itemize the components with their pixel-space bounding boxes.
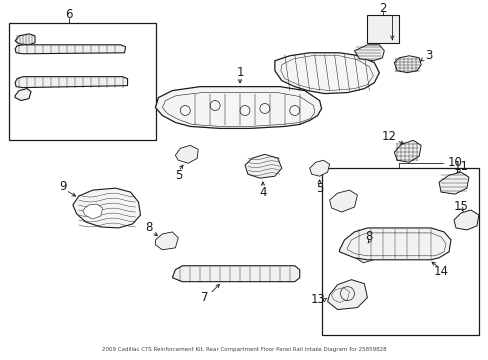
Text: 12: 12	[381, 130, 396, 143]
Polygon shape	[393, 140, 420, 162]
Polygon shape	[244, 154, 281, 178]
Polygon shape	[339, 228, 450, 260]
Text: 8: 8	[144, 221, 152, 234]
Polygon shape	[172, 266, 299, 282]
Polygon shape	[309, 160, 329, 176]
Polygon shape	[15, 89, 31, 100]
Polygon shape	[155, 87, 321, 129]
Text: 2009 Cadillac CTS Reinforcement Kit, Rear Compartment Floor Panel Rail Intake Di: 2009 Cadillac CTS Reinforcement Kit, Rea…	[102, 347, 386, 352]
Polygon shape	[73, 188, 140, 228]
Text: 6: 6	[65, 9, 72, 22]
Text: 1: 1	[236, 66, 244, 79]
Polygon shape	[274, 53, 379, 94]
Bar	[366, 15, 398, 43]
Polygon shape	[329, 190, 357, 212]
Polygon shape	[175, 145, 198, 163]
Text: 10: 10	[447, 156, 462, 169]
Text: 11: 11	[452, 160, 468, 173]
Polygon shape	[15, 34, 35, 45]
Polygon shape	[15, 77, 127, 87]
Bar	[321, 168, 478, 336]
Polygon shape	[354, 45, 384, 61]
Polygon shape	[438, 172, 468, 194]
Text: 14: 14	[433, 265, 447, 278]
Text: 4: 4	[259, 186, 266, 199]
Text: 8: 8	[365, 230, 372, 243]
Text: 13: 13	[309, 293, 325, 306]
Polygon shape	[354, 244, 375, 263]
Text: 2: 2	[379, 3, 386, 15]
Polygon shape	[15, 45, 125, 54]
Polygon shape	[327, 280, 366, 310]
Text: 7: 7	[201, 291, 208, 304]
Polygon shape	[155, 232, 178, 250]
Text: 15: 15	[452, 199, 468, 212]
Text: 5: 5	[315, 182, 323, 195]
Polygon shape	[393, 56, 420, 73]
Polygon shape	[82, 204, 102, 219]
Text: 5: 5	[174, 169, 182, 182]
Text: 9: 9	[59, 180, 66, 193]
Polygon shape	[453, 210, 478, 230]
Text: 3: 3	[425, 49, 432, 62]
Bar	[9, 23, 156, 140]
